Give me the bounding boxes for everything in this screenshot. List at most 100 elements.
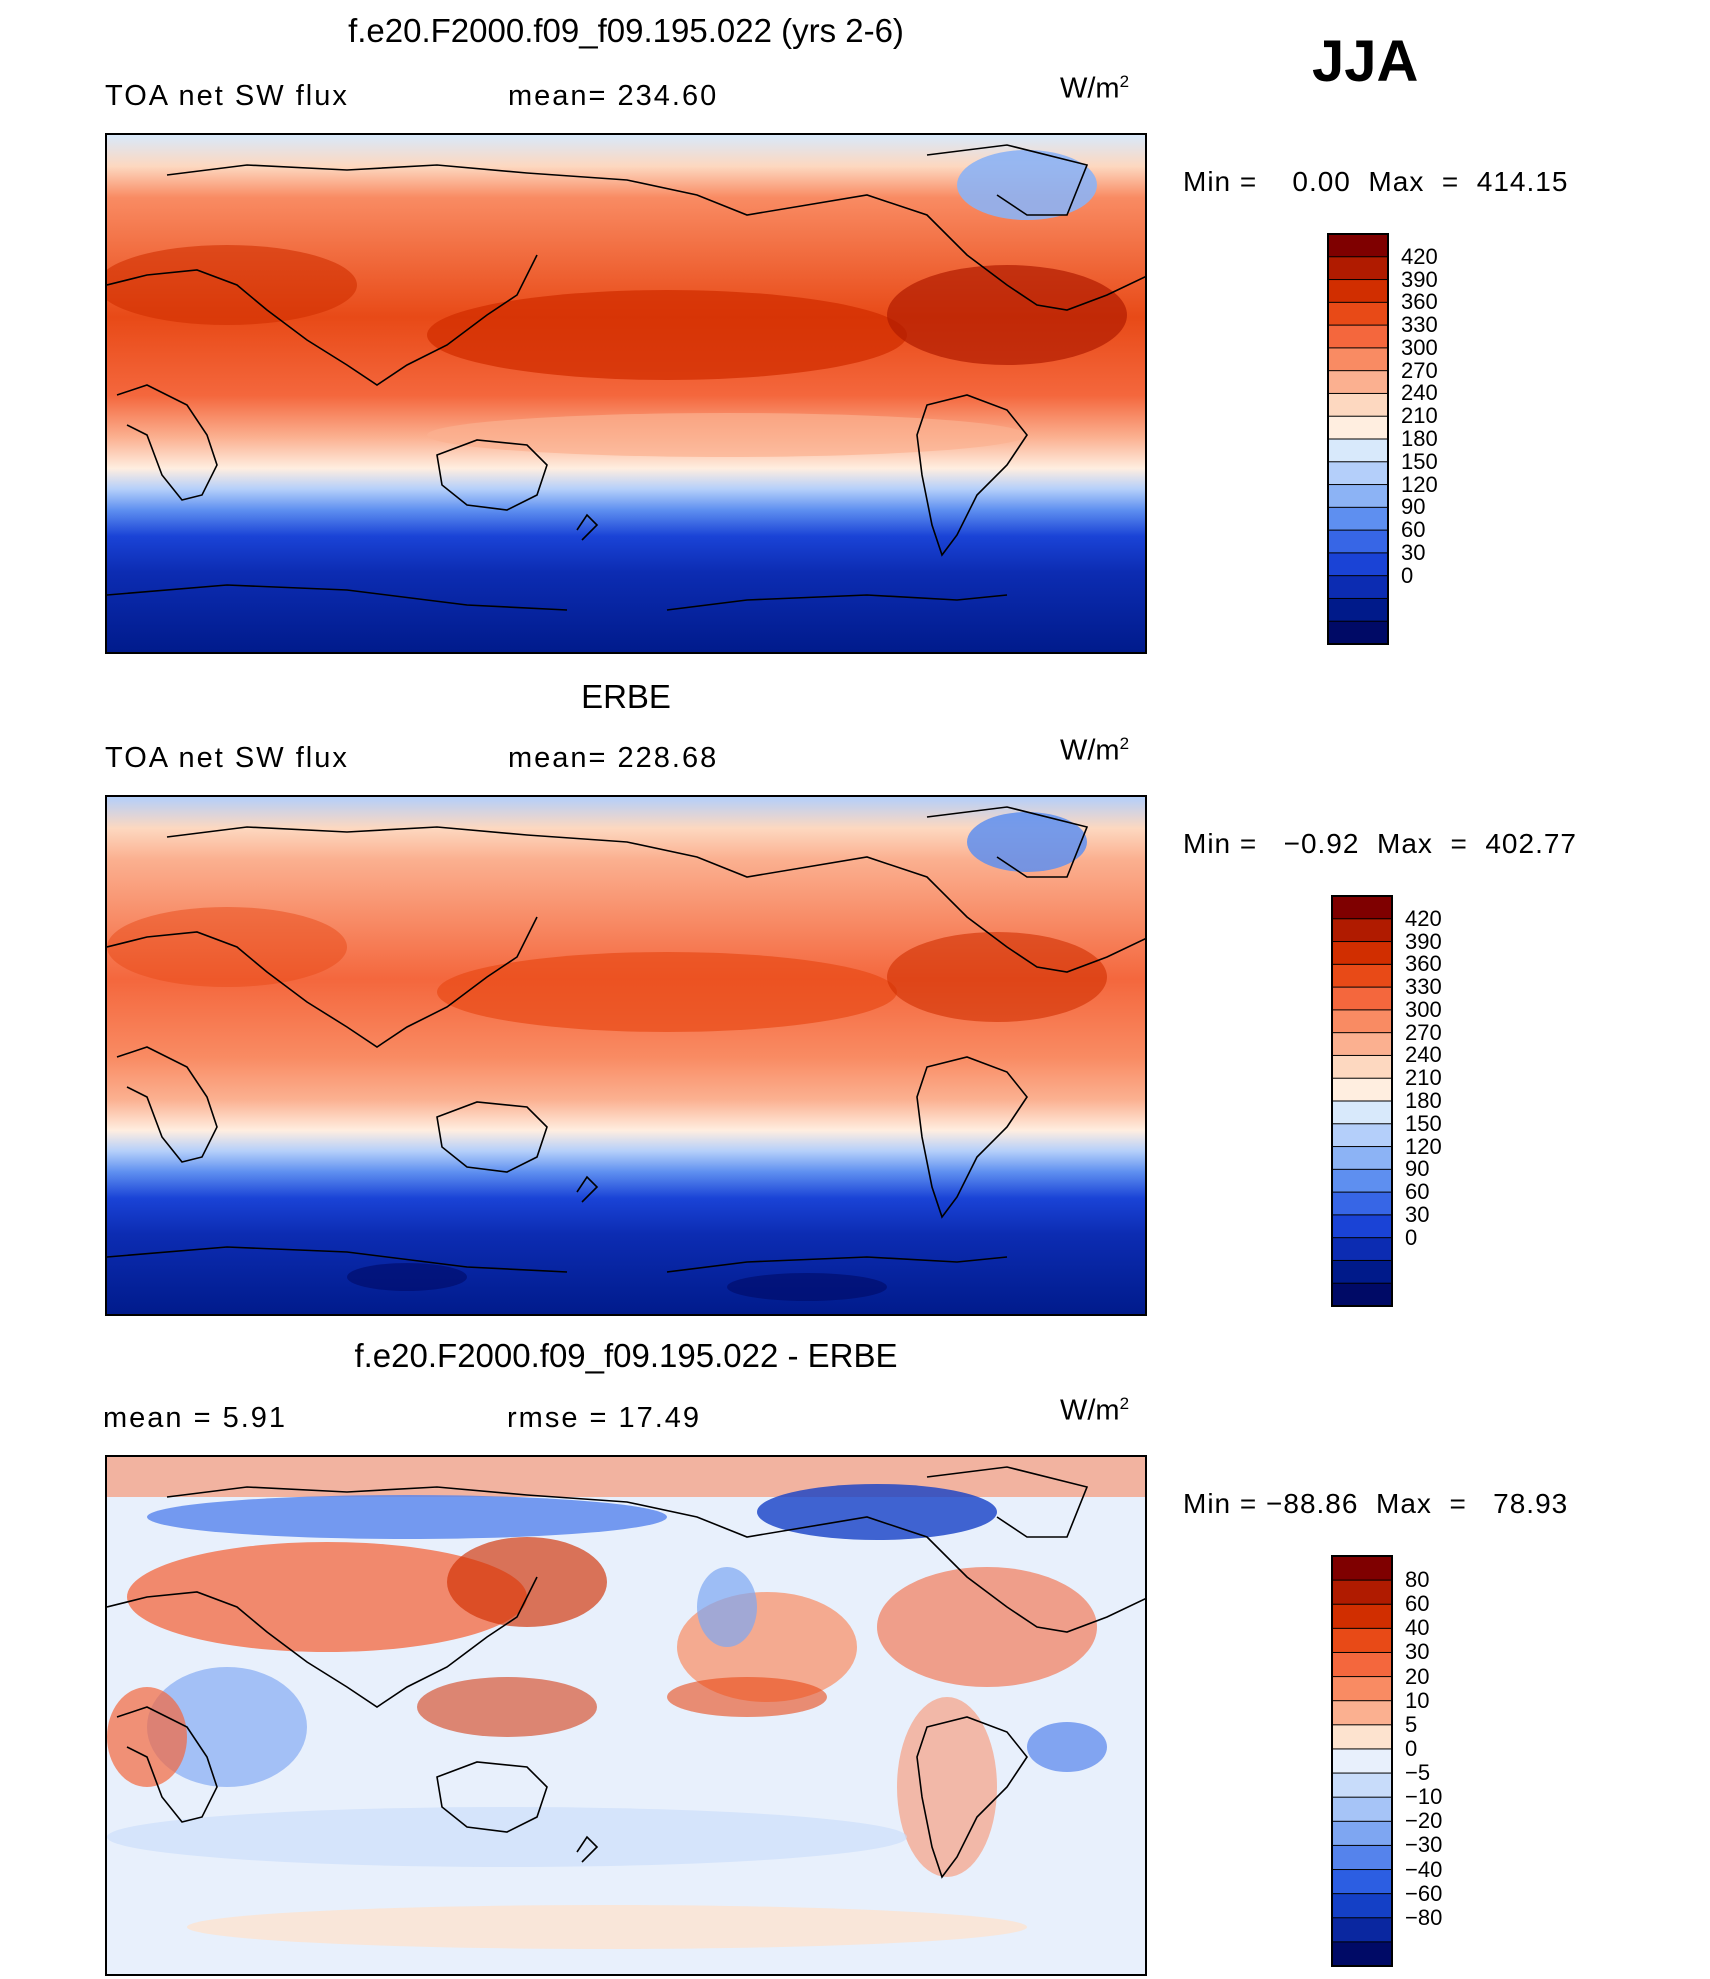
colorbar-tick-label: 210 xyxy=(1405,1065,1442,1091)
colorbar-tick-label: −60 xyxy=(1405,1880,1443,1906)
colorbar-swatch xyxy=(1331,1844,1393,1871)
colorbar-swatch xyxy=(1331,1077,1393,1103)
colorbar-swatch xyxy=(1331,1259,1393,1285)
colorbar-swatch xyxy=(1327,597,1389,623)
colorbar-swatch xyxy=(1331,963,1393,989)
colorbar-swatch xyxy=(1327,620,1389,645)
colorbar-tick-label: −20 xyxy=(1405,1808,1443,1834)
colorbar-tick-label: 210 xyxy=(1401,403,1438,429)
colorbar-swatch xyxy=(1331,1123,1393,1148)
panel1-mean: mean= 234.60 xyxy=(508,80,719,112)
colorbar-swatch xyxy=(1327,484,1389,509)
colorbar-tick-label: 300 xyxy=(1401,334,1438,360)
season-label: JJA xyxy=(1312,29,1419,94)
colorbar-swatch xyxy=(1331,1603,1393,1630)
panel1-field-label: TOA net SW flux xyxy=(105,80,349,112)
colorbar-tick-label: 270 xyxy=(1401,357,1438,383)
colorbar-tick-label: 360 xyxy=(1405,951,1442,977)
colorbar-swatch xyxy=(1331,895,1393,920)
panel2-units: W/m2 xyxy=(1060,734,1130,767)
colorbar-tick-label: 30 xyxy=(1401,539,1426,565)
colorbar-swatch xyxy=(1331,1820,1393,1847)
colorbar-swatch xyxy=(1331,1772,1393,1799)
colorbar-tick-label: 5 xyxy=(1405,1711,1418,1737)
colorbar-swatch xyxy=(1331,1651,1393,1678)
colorbar-swatch xyxy=(1331,1941,1393,1967)
panel3-rmse: rmse = 17.49 xyxy=(507,1402,702,1434)
panel2-min-max: Min = −0.92 Max = 402.77 xyxy=(1183,828,1577,859)
colorbar-swatch xyxy=(1331,1555,1393,1582)
colorbar-swatch xyxy=(1327,552,1389,577)
colorbar-swatch xyxy=(1327,324,1389,349)
panel2-colorbar xyxy=(1331,895,1393,1307)
panel2-map xyxy=(105,795,1147,1316)
colorbar-tick-label: −5 xyxy=(1405,1760,1431,1786)
colorbar-tick-label: 120 xyxy=(1401,471,1438,497)
colorbar-swatch xyxy=(1331,1146,1393,1171)
colorbar-swatch xyxy=(1331,1100,1393,1125)
panel3-min-max: Min = −88.86 Max = 78.93 xyxy=(1183,1488,1569,1519)
colorbar-tick-label: 40 xyxy=(1405,1615,1430,1641)
colorbar-tick-label: 80 xyxy=(1405,1567,1430,1593)
colorbar-tick-label: −10 xyxy=(1405,1784,1443,1810)
colorbar-swatch xyxy=(1331,1054,1393,1080)
colorbar-swatches xyxy=(1331,1555,1393,1967)
colorbar-swatch xyxy=(1327,506,1389,532)
colorbar-swatch xyxy=(1331,1700,1393,1726)
colorbar-tick-label: 420 xyxy=(1405,905,1442,931)
colorbar-swatch xyxy=(1327,256,1389,281)
colorbar-swatch xyxy=(1331,918,1393,943)
colorbar-swatch xyxy=(1331,1237,1393,1262)
colorbar-swatch xyxy=(1327,279,1389,304)
colorbar-swatches xyxy=(1331,895,1393,1307)
colorbar-swatch xyxy=(1331,941,1393,966)
colorbar-swatch xyxy=(1331,1796,1393,1823)
colorbar-swatches xyxy=(1327,233,1389,645)
colorbar-tick-label: 90 xyxy=(1405,1156,1430,1182)
colorbar-tick-label: 30 xyxy=(1405,1201,1430,1227)
panel3-map xyxy=(105,1455,1147,1976)
colorbar-tick-label: −40 xyxy=(1405,1856,1443,1882)
panel1-colorbar xyxy=(1327,233,1389,645)
colorbar-swatch xyxy=(1327,301,1389,327)
colorbar-tick-label: 240 xyxy=(1401,380,1438,406)
colorbar-swatch xyxy=(1331,1214,1393,1239)
panel2-field-label: TOA net SW flux xyxy=(105,742,349,774)
colorbar-tick-label: 270 xyxy=(1405,1019,1442,1045)
colorbar-tick-label: 180 xyxy=(1401,426,1438,451)
colorbar-swatch xyxy=(1327,370,1389,395)
colorbar-swatch xyxy=(1327,415,1389,441)
colorbar-swatch xyxy=(1327,392,1389,418)
panel3-colorbar xyxy=(1331,1555,1393,1967)
colorbar-tick-label: 300 xyxy=(1405,996,1442,1022)
colorbar-swatch xyxy=(1331,986,1393,1011)
colorbar-tick-label: 330 xyxy=(1405,974,1442,1000)
panel1-map xyxy=(105,133,1147,654)
colorbar-tick-label: 60 xyxy=(1401,517,1426,543)
colorbar-swatch xyxy=(1327,529,1389,554)
colorbar-tick-label: 0 xyxy=(1405,1735,1418,1761)
colorbar-tick-label: 60 xyxy=(1405,1591,1430,1617)
colorbar-tick-label: 0 xyxy=(1405,1224,1418,1250)
colorbar-tick-label: −80 xyxy=(1405,1904,1443,1930)
colorbar-swatch xyxy=(1327,233,1389,258)
colorbar-swatch xyxy=(1327,347,1389,372)
colorbar-tick-label: 150 xyxy=(1405,1110,1442,1136)
colorbar-tick-label: 20 xyxy=(1405,1663,1430,1689)
colorbar-tick-label: 120 xyxy=(1405,1133,1442,1159)
colorbar-swatch xyxy=(1331,1009,1393,1034)
colorbar-swatch xyxy=(1331,1748,1393,1775)
colorbar-tick-label: 60 xyxy=(1405,1179,1430,1205)
panel1-title: f.e20.F2000.f09_f09.195.022 (yrs 2-6) xyxy=(348,12,904,49)
colorbar-swatch xyxy=(1331,1032,1393,1057)
colorbar-swatch xyxy=(1331,1893,1393,1919)
colorbar-swatch xyxy=(1327,438,1389,463)
colorbar-tick-label: 180 xyxy=(1405,1088,1442,1113)
panel1-units: W/m2 xyxy=(1060,72,1130,105)
colorbar-swatch xyxy=(1331,1579,1393,1606)
panel1-min-max: Min = 0.00 Max = 414.15 xyxy=(1183,166,1569,197)
colorbar-tick-label: 390 xyxy=(1401,266,1438,292)
colorbar-swatch xyxy=(1331,1917,1393,1943)
colorbar-swatch xyxy=(1331,1191,1393,1216)
colorbar-tick-label: 10 xyxy=(1405,1687,1430,1713)
